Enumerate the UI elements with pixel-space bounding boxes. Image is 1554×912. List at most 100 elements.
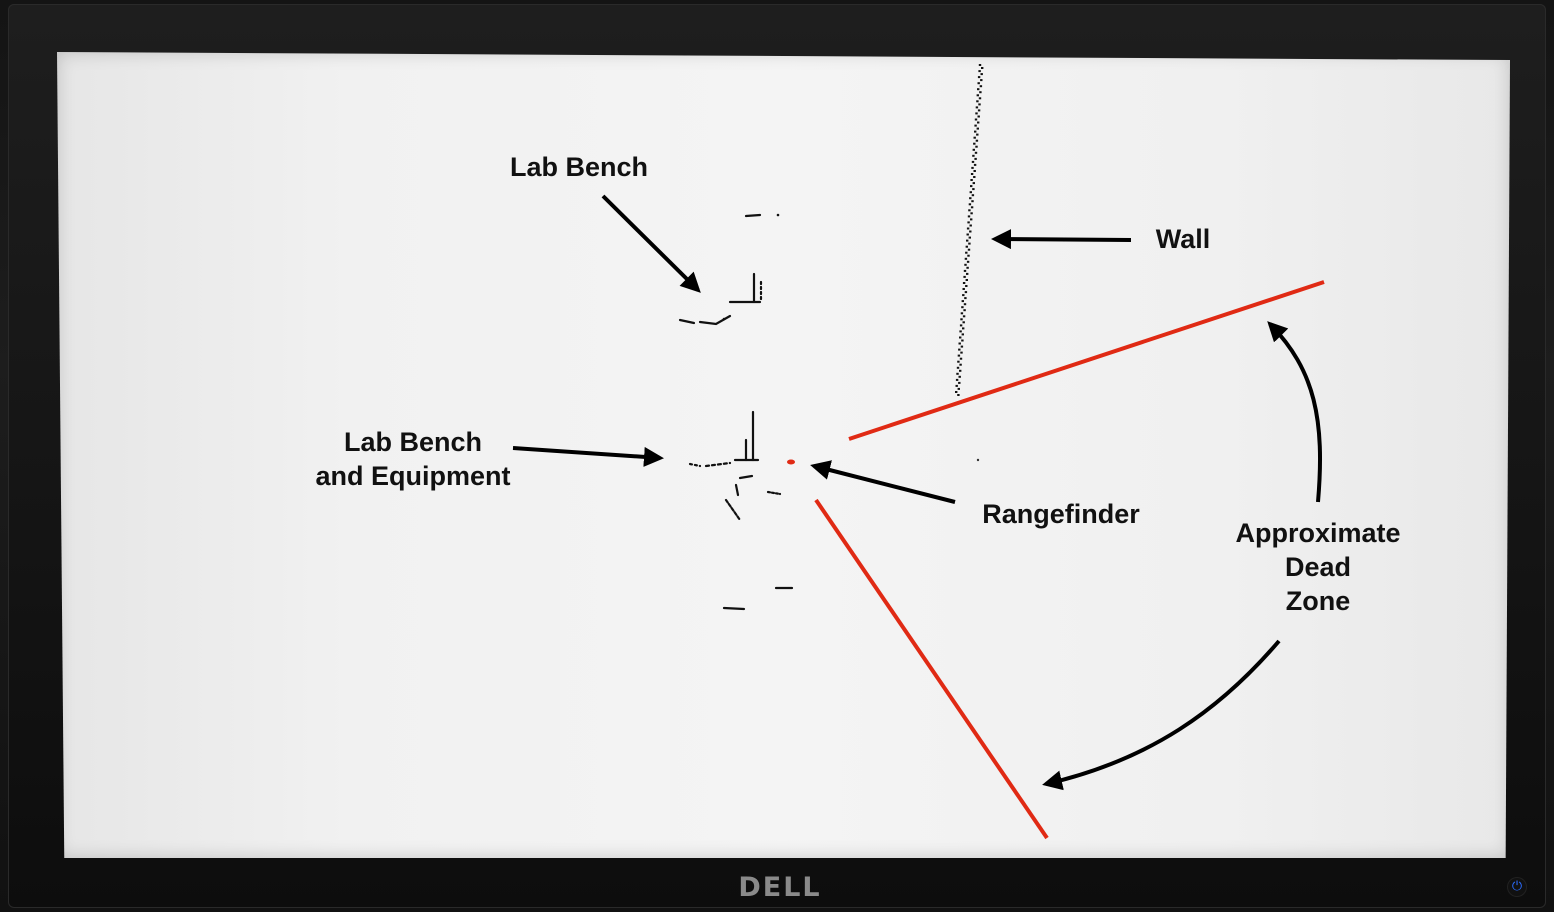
wall-scan-point [968,236,971,239]
wall-scan-point [964,291,968,294]
lab-bench-equipment-label-line2: and Equipment [316,461,511,491]
wall-scan-point [958,381,961,384]
lab-bench-equipment-arrow [512,446,664,467]
lab-bench-scan-points [678,213,780,326]
dead-zone-label-line3: Zone [1286,586,1351,616]
wall-scan-point [961,333,964,336]
wall-scan-point [965,245,968,248]
wall-scan-point [972,148,975,151]
wall-scan-point [955,391,958,393]
wall-scan-point [969,224,972,227]
wall-scan-point [971,194,975,197]
wall-scan-point [960,318,963,321]
wall-scan-point [962,327,965,330]
wall-scan-point [980,79,983,82]
wall-scan-point [973,136,976,139]
wall-scan-point [959,363,962,366]
wall-scan-point [970,179,973,181]
wall-scan-point [962,282,966,284]
wall-scan-point [965,279,968,281]
wall-scan-point [976,133,979,136]
wall-scan-point [966,266,969,269]
wall-scan-point [960,345,964,348]
wall-scan-point [978,103,981,106]
wall-scan-point [963,275,966,278]
wall-scan-point [976,100,979,103]
annotation-arrows [512,194,1323,791]
wall-scan-point [968,209,971,212]
wall-scan-point [974,124,977,127]
wall-scan-point [960,351,963,354]
monitor-brand-logo: DELL [738,872,822,903]
wall-scan-point [981,67,984,69]
wall-scan-point [962,288,965,290]
dead-zone-upper-boundary [848,280,1325,441]
rangefinder-marker [787,459,795,465]
wall-scan-point [977,115,980,118]
wall-scan-point [955,384,958,387]
wall-scan-point [965,251,968,254]
wall-scan-point [971,160,975,163]
wall-scan-point [959,324,963,327]
wall-arrow [991,229,1132,250]
wall-scan-point [976,94,979,97]
wall-scan-point [966,227,970,230]
wall-scan-point [959,330,962,333]
dead-zone-lower-arrow [1042,639,1281,791]
wall-scan-point [961,306,964,309]
wall-scan-point [958,348,961,351]
wall-scan-point [958,375,961,378]
wall-scan-point [974,151,978,154]
wall-scan-point [967,221,970,224]
wall-scan-point [970,218,973,221]
wall-scan-point [960,312,964,315]
lab-bench-label: Lab Bench [510,152,648,182]
wall-scan-point [973,142,976,145]
wall-scan-point [980,73,983,76]
wall-scan-point [962,294,965,297]
wall-scan-point [961,339,964,342]
wall-scan-point [972,154,975,157]
wall-scan-point [978,70,981,73]
wall-scan-point [969,197,972,200]
wall-scan-point [972,182,975,185]
wall-scan-points [955,64,984,396]
wall-label: Wall [1156,224,1211,254]
wall-scan-point [977,109,981,112]
dead-zone-label-line2: Dead [1285,552,1351,582]
lab-bench-equipment-label-line1: Lab Bench [344,427,482,457]
wall-scan-point [970,212,973,215]
wall-scan-point [971,166,974,169]
wall-scan-point [973,163,977,166]
wall-scan-point [974,157,977,160]
wall-scan-point [959,369,962,372]
wall-scan-point [957,394,960,396]
wall-scan-point [957,360,960,363]
wall-scan-point [970,185,973,188]
wall-scan-point [972,188,975,191]
power-icon[interactable]: ⏻ [1508,878,1526,896]
wall-scan-point [974,130,977,133]
wall-scan-point [977,88,980,91]
wall-scan-point [977,121,980,124]
wall-scan-point [977,82,980,85]
wall-scan-point [976,127,979,130]
wall-scan-point [979,91,982,94]
wall-scan-point [979,85,983,88]
wall-scan-point [969,191,972,194]
wall-scan-point [969,230,972,233]
rangefinder-label: Rangefinder [982,499,1140,529]
wall-scan-point [970,173,974,175]
wall-scan-point [975,112,978,115]
wall-scan-point [966,272,969,275]
wall-scan-point [968,203,972,206]
wall-scan-point [966,233,969,236]
wall-scan-point [956,366,960,369]
wall-scan-point [962,321,965,324]
wall-scan-point [963,309,966,312]
wall-scan-point [978,64,982,66]
wall-scan-point [974,118,978,121]
wall-scan-point [973,176,976,178]
